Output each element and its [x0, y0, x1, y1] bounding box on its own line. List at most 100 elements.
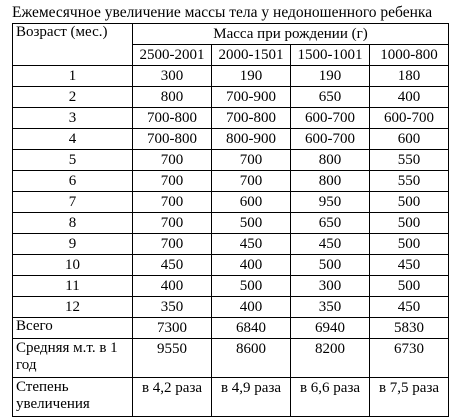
table-cell: 5830	[368, 317, 450, 339]
row-label: 5	[12, 149, 133, 171]
table-row: 1 300 190 190 180	[12, 65, 450, 87]
table-cell: 700-900	[211, 86, 291, 108]
table-cell: 500	[368, 191, 450, 213]
table-cell: 6840	[211, 317, 291, 339]
row-label: 8	[12, 212, 133, 234]
row-label: 2	[12, 86, 133, 108]
increase-label: Степень увеличения	[12, 377, 133, 417]
table-cell: 9550	[132, 338, 212, 378]
header-row-1: Возраст (мес.) Масса при рождении (г)	[12, 23, 450, 66]
row-label: 11	[12, 275, 133, 297]
table-cell: 550	[368, 170, 450, 192]
table-cell: 700	[132, 170, 212, 192]
table-cell: 8600	[211, 338, 291, 378]
table-cell: в 4,2 раза	[132, 377, 212, 417]
table-cell: 700	[132, 233, 212, 255]
table-cell: 350	[132, 296, 212, 318]
table-cell: 500	[368, 212, 450, 234]
total-row: Всего 7300 6840 6940 5830	[12, 317, 450, 339]
table-cell: 500	[368, 275, 450, 297]
table-cell: 180	[368, 65, 450, 87]
table-cell: 600	[211, 191, 291, 213]
table-cell: 400	[211, 296, 291, 318]
table-cell: 700	[132, 191, 212, 213]
table-cell: 550	[368, 149, 450, 171]
table-row: 4 700-800 800-900 600-700 600	[12, 128, 450, 150]
table-cell: 600	[368, 128, 450, 150]
table-cell: 350	[290, 296, 370, 318]
table-cell: 650	[290, 212, 370, 234]
table-cell: 500	[211, 275, 291, 297]
total-label: Всего	[12, 317, 133, 339]
table-cell: 700	[211, 170, 291, 192]
table-cell: 450	[132, 254, 212, 276]
table-cell: 600-700	[290, 107, 370, 129]
table-title: Ежемесячное увеличение массы тела у недо…	[12, 4, 433, 21]
row-label: 1	[12, 65, 133, 87]
column-header: 2500-2001	[132, 44, 212, 66]
row-label: 7	[12, 191, 133, 213]
average-label: Средняя м.т. в 1 год	[12, 338, 133, 378]
column-header: 1500-1001	[290, 44, 370, 66]
row-label: 10	[12, 254, 133, 276]
table-cell: 700-800	[132, 128, 212, 150]
table-cell: в 6,6 раза	[290, 377, 370, 417]
table-cell: 950	[290, 191, 370, 213]
table-cell: 400	[368, 86, 450, 108]
table-row: 10 450 400 500 450	[12, 254, 450, 276]
table-cell: 190	[290, 65, 370, 87]
table-row: 11 400 500 300 500	[12, 275, 450, 297]
table-cell: 7300	[132, 317, 212, 339]
table-cell: 500	[368, 233, 450, 255]
table-cell: 400	[211, 254, 291, 276]
table-cell: 700	[211, 149, 291, 171]
header-row-2: 2500-2001 2000-1501 1500-1001 1000-800	[13, 44, 450, 66]
table-cell: 700-800	[132, 107, 212, 129]
table-cell: 400	[132, 275, 212, 297]
table-cell: 800	[290, 170, 370, 192]
table-cell: 500	[290, 254, 370, 276]
table-cell: 600-700	[290, 128, 370, 150]
table-row: 5 700 700 800 550	[12, 149, 450, 171]
row-label: 4	[12, 128, 133, 150]
table-cell: 190	[211, 65, 291, 87]
table-cell: 300	[132, 65, 212, 87]
table-cell: 6940	[290, 317, 370, 339]
table-cell: 300	[290, 275, 370, 297]
table-row: 9 700 450 450 500	[12, 233, 450, 255]
table-cell: в 4,9 раза	[211, 377, 291, 417]
table-cell: 6730	[368, 338, 450, 378]
table-row: 3 700-800 700-800 600-700 600-700	[12, 107, 450, 129]
table-cell: 800	[290, 149, 370, 171]
table-cell: 600-700	[368, 107, 450, 129]
table-row: 12 350 400 350 450	[12, 296, 450, 318]
table-cell: 700	[132, 149, 212, 171]
mass-gain-table: Возраст (мес.) Масса при рождении (г) 25…	[12, 23, 450, 417]
average-row: Средняя м.т. в 1 год 9550 8600 8200 6730	[12, 338, 450, 378]
table-row: 2 800 700-900 650 400	[12, 86, 450, 108]
row-label: 3	[12, 107, 133, 129]
table-cell: 500	[211, 212, 291, 234]
table-row: 8 700 500 650 500	[12, 212, 450, 234]
table-cell: 800	[132, 86, 212, 108]
table-cell: 450	[368, 254, 450, 276]
table-cell: 8200	[290, 338, 370, 378]
column-header: 1000-800	[368, 44, 450, 66]
table-cell: 700	[132, 212, 212, 234]
row-label: 9	[12, 233, 133, 255]
table-cell: 450	[368, 296, 450, 318]
column-header: 2000-1501	[211, 44, 291, 66]
age-header: Возраст (мес.)	[12, 23, 133, 66]
increase-row: Степень увеличения в 4,2 раза в 4,9 раза…	[12, 377, 450, 417]
table-cell: 700-800	[211, 107, 291, 129]
table-cell: 800-900	[211, 128, 291, 150]
mass-header: Масса при рождении (г)	[131, 23, 450, 45]
table-cell: 450	[211, 233, 291, 255]
table-cell: в 7,5 раза	[368, 377, 450, 417]
table-cell: 450	[290, 233, 370, 255]
row-label: 6	[12, 170, 133, 192]
table-row: 6 700 700 800 550	[12, 170, 450, 192]
table-row: 7 700 600 950 500	[12, 191, 450, 213]
table-cell: 650	[290, 86, 370, 108]
